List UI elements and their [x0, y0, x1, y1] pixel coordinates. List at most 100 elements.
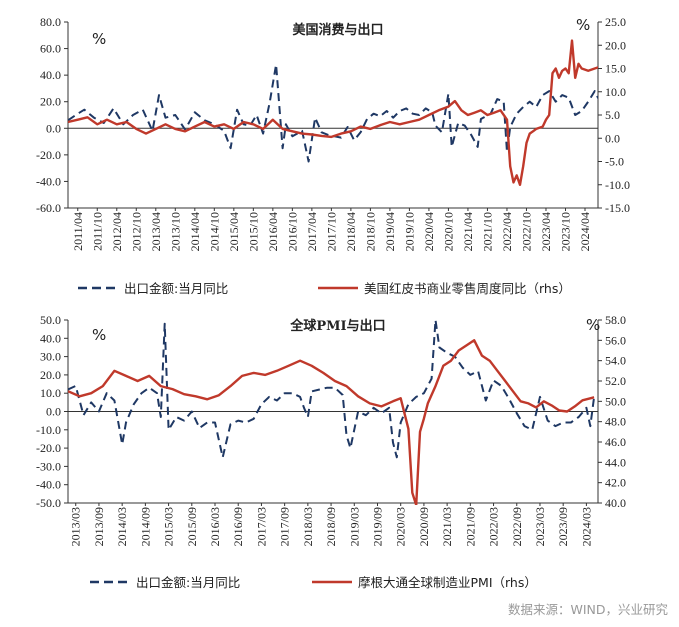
right-tick-label: 42.0 [605, 476, 626, 490]
x-tick-label: 2014/04 [188, 212, 202, 251]
x-tick-label: 2017/03 [254, 507, 268, 546]
legend-export-label-2: 出口金额:当月同比 [136, 575, 240, 590]
left-tick-label: 60.0 [40, 42, 61, 56]
legend-bottom: 出口金额:当月同比 摩根大通全球制造业PMI（rhs） [90, 575, 537, 590]
x-tick-label: 2014/03 [115, 507, 129, 546]
x-tick-label: 2011/04 [71, 212, 85, 251]
x-tick-label: 2014/10 [207, 212, 221, 251]
x-tick-label: 2013/04 [149, 212, 163, 251]
legend-pmi-label: 摩根大通全球制造业PMI（rhs） [358, 575, 537, 590]
left-tick-label: -50.0 [36, 496, 61, 510]
right-tick-label: 0.0 [605, 131, 620, 145]
right-unit-label: % [586, 316, 600, 334]
left-tick-label: 10.0 [40, 386, 61, 400]
x-tick-label: 2022/09 [510, 507, 524, 546]
x-tick-label: 2016/03 [208, 507, 222, 546]
left-unit-label: % [92, 326, 106, 344]
left-tick-label: -30.0 [36, 459, 61, 473]
right-tick-label: -10.0 [605, 178, 630, 192]
x-tick-label: 2023/04 [539, 212, 553, 251]
source-note: 数据来源：WIND，兴业研究 [508, 602, 669, 617]
x-tick-label: 2024/04 [578, 212, 592, 251]
left-tick-label: 0.0 [46, 121, 61, 135]
x-tick-label: 2018/04 [344, 212, 358, 251]
left-tick-label: 30.0 [40, 350, 61, 364]
x-tick-label: 2017/09 [278, 507, 292, 546]
right-tick-label: 46.0 [605, 435, 626, 449]
x-tick-label: 2020/09 [417, 507, 431, 546]
right-tick-label: 20.0 [605, 38, 626, 52]
x-tick-label: 2019/04 [383, 212, 397, 251]
x-tick-label: 2021/03 [440, 507, 454, 546]
left-tick-label: 50.0 [40, 313, 61, 327]
left-tick-label: -60.0 [36, 201, 61, 215]
x-tick-label: 2021/10 [480, 212, 494, 251]
x-tick-label: 2011/10 [90, 212, 104, 251]
series-export-yoy-line [68, 63, 598, 163]
x-tick-label: 2017/10 [324, 212, 338, 251]
left-tick-label: 40.0 [40, 331, 61, 345]
x-tick-label: 2016/09 [231, 507, 245, 546]
x-tick-label: 2019/10 [402, 212, 416, 251]
x-tick-label: 2015/04 [227, 212, 241, 251]
x-tick-label: 2022/03 [487, 507, 501, 546]
left-tick-label: 0.0 [46, 405, 61, 419]
x-tick-label: 2017/04 [305, 212, 319, 251]
right-tick-label: 40.0 [605, 496, 626, 510]
left-unit-label: % [92, 30, 106, 48]
right-tick-label: 15.0 [605, 62, 626, 76]
x-tick-label: 2019/09 [370, 507, 384, 546]
right-tick-label: 58.0 [605, 313, 626, 327]
chart-us-consumption-exports: 80.0 60.0 40.0 20.0 0.0 -20.0 -40.0 -60.0 25.0 20… [36, 15, 630, 251]
x-tick-label: 2012/10 [129, 212, 143, 251]
x-tick-label: 2018/03 [301, 507, 315, 546]
x-tick-label: 2020/10 [441, 212, 455, 251]
x-tick-label: 2019/03 [347, 507, 361, 546]
x-tick-label: 2013/10 [168, 212, 182, 251]
x-tick-label: 2023/09 [556, 507, 570, 546]
x-tick-label: 2014/09 [138, 507, 152, 546]
series-global-pmi-line [68, 339, 595, 505]
chart-global-pmi-exports: 50.0 40.0 30.0 20.0 10.0 0.0 -10.0 -20.0 -30.0 -4… [36, 313, 626, 546]
x-tick-label: 2013/09 [92, 507, 106, 546]
chart-title: 全球PMI与出口 [289, 318, 385, 334]
left-tick-label: -10.0 [36, 423, 61, 437]
left-tick-label: -40.0 [36, 174, 61, 188]
left-tick-label: -20.0 [36, 441, 61, 455]
legend-export-label: 出口金额:当月同比 [124, 281, 228, 296]
legend-top: 出口金额:当月同比 美国红皮书商业零售周度同比（rhs） [78, 281, 571, 296]
right-tick-label: -15.0 [605, 201, 630, 215]
legend-retail-label: 美国红皮书商业零售周度同比（rhs） [364, 281, 571, 296]
x-tick-label: 2021/04 [461, 212, 475, 251]
right-tick-label: 56.0 [605, 333, 626, 347]
x-tick-label: 2020/03 [394, 507, 408, 546]
right-tick-label: -5.0 [605, 155, 624, 169]
x-tick-label: 2022/10 [519, 212, 533, 251]
left-tick-label: -20.0 [36, 148, 61, 162]
right-tick-label: 48.0 [605, 415, 626, 429]
x-tick-label: 2016/10 [285, 212, 299, 251]
series-redbook-retail-line [68, 39, 598, 186]
chart-title: 美国消费与出口 [292, 22, 383, 38]
x-tick-label: 2018/09 [324, 507, 338, 546]
x-tick-label: 2024/03 [579, 507, 593, 546]
right-unit-label: % [576, 16, 590, 34]
left-tick-label: 80.0 [40, 15, 61, 29]
right-tick-label: 10.0 [605, 85, 626, 99]
right-tick-label: 54.0 [605, 354, 626, 368]
right-tick-label: 25.0 [605, 15, 626, 29]
x-tick-label: 2022/04 [500, 212, 514, 251]
x-tick-label: 2015/03 [162, 507, 176, 546]
x-tick-label: 2015/10 [246, 212, 260, 251]
left-tick-label: -40.0 [36, 478, 61, 492]
series-export-yoy-line [68, 319, 596, 459]
x-tick-label: 2016/04 [266, 212, 280, 251]
x-tick-label: 2012/04 [110, 212, 124, 251]
x-tick-label: 2018/10 [363, 212, 377, 251]
x-tick-label: 2013/03 [69, 507, 83, 546]
right-tick-label: 44.0 [605, 455, 626, 469]
right-tick-label: 5.0 [605, 108, 620, 122]
x-tick-label: 2021/09 [463, 507, 477, 546]
right-tick-label: 52.0 [605, 374, 626, 388]
